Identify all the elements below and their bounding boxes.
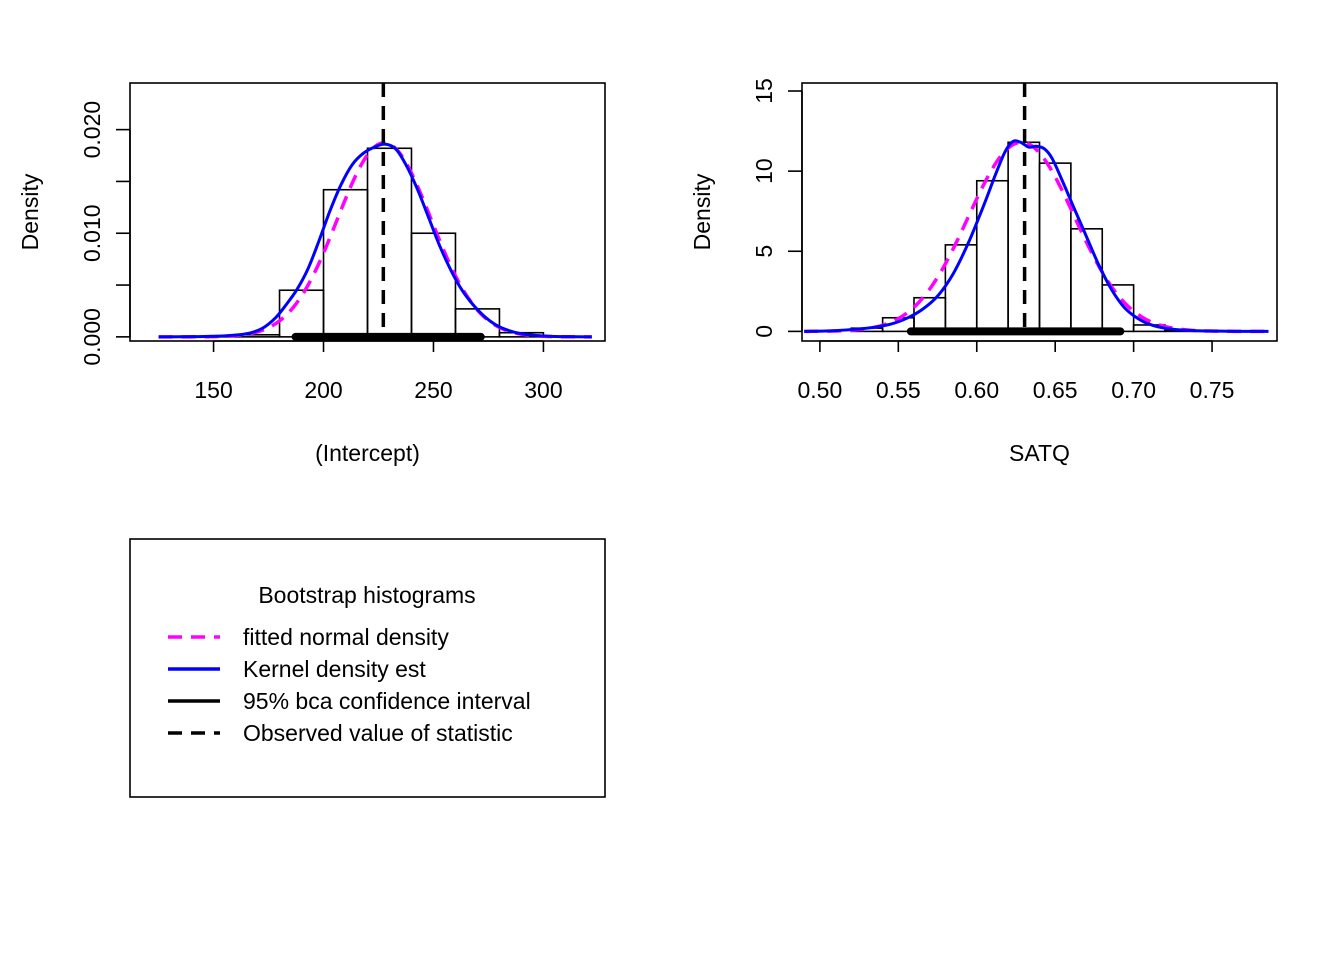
x-tick-label: 0.75 [1190, 377, 1235, 403]
y-tick-label: 0.020 [79, 101, 105, 159]
y-tick-label: 5 [751, 245, 777, 258]
satq-histogram-panel: 0.50 0.55 0.60 0.65 0.70 0.75 0 5 10 15 SATQ Den… [689, 78, 1278, 466]
histogram-bars [190, 147, 589, 338]
normal-density [804, 140, 1269, 334]
x-axis-label: SATQ [1009, 440, 1070, 466]
intercept-histogram-panel: 150 200 250 300 0.000 0.010 0.020 (Intercept)… [17, 82, 606, 466]
histogram-bar [366, 147, 413, 338]
x-tick-label: 0.55 [876, 377, 921, 403]
histogram-bar [410, 232, 457, 338]
y-tick-label: 0 [751, 325, 777, 338]
x-tick-label: 200 [304, 377, 342, 403]
x-tick-label: 150 [194, 377, 232, 403]
y-axis-label: Density [17, 173, 43, 250]
legend-entry: Observed value of statistic [168, 720, 513, 746]
x-tick-label: 0.60 [954, 377, 999, 403]
normal-density-line [158, 141, 592, 339]
kernel-density [158, 142, 592, 339]
y-axis: 0.000 0.010 0.020 [79, 101, 131, 366]
y-tick-label: 0.000 [79, 308, 105, 366]
legend-label: Observed value of statistic [243, 720, 513, 746]
x-tick-label: 250 [414, 377, 452, 403]
legend-title: Bootstrap histograms [258, 582, 475, 608]
legend-entries: fitted normal density Kernel density est 9… [168, 624, 531, 746]
y-axis-label: Density [689, 173, 715, 250]
legend-entry: 95% bca confidence interval [168, 688, 531, 714]
x-axis-label: (Intercept) [315, 440, 420, 466]
legend-box [129, 538, 606, 798]
x-axis: 150 200 250 300 [194, 340, 563, 403]
x-tick-label: 0.50 [798, 377, 843, 403]
x-tick-label: 300 [524, 377, 562, 403]
y-tick-label: 10 [751, 158, 777, 184]
histogram-bar [975, 179, 1009, 333]
x-axis: 0.50 0.55 0.60 0.65 0.70 0.75 [798, 340, 1235, 403]
legend: Bootstrap histograms fitted normal densi… [129, 538, 606, 798]
x-tick-label: 0.70 [1111, 377, 1156, 403]
legend-label: 95% bca confidence interval [243, 688, 531, 714]
kernel-density-line [804, 139, 1269, 333]
legend-label: Kernel density est [243, 656, 426, 682]
normal-density-line [804, 140, 1269, 334]
legend-entry: fitted normal density [168, 624, 449, 650]
y-tick-label: 0.010 [79, 204, 105, 262]
kernel-density [804, 139, 1269, 333]
normal-density [158, 141, 592, 339]
x-tick-label: 0.65 [1033, 377, 1078, 403]
y-axis: 0 5 10 15 [751, 78, 803, 338]
legend-entry: Kernel density est [168, 656, 426, 682]
histogram-bar [278, 289, 325, 338]
y-tick-label: 15 [751, 78, 777, 104]
legend-label: fitted normal density [243, 624, 449, 650]
kernel-density-line [158, 142, 592, 339]
